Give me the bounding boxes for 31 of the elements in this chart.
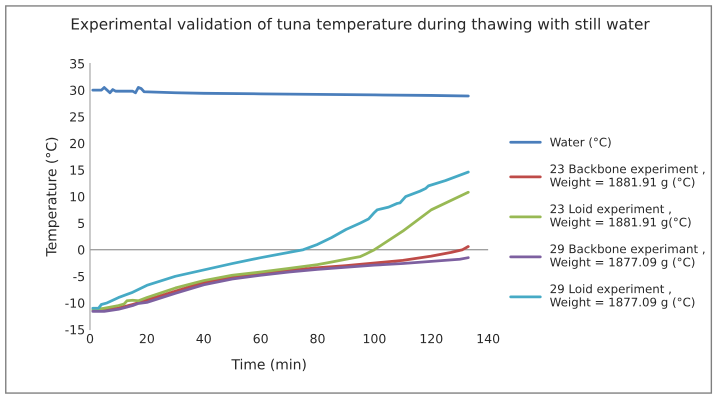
y-tick-label: -10 [65, 298, 84, 308]
x-tick-label: 60 [254, 334, 268, 344]
legend-label: 29 Backbone experimant , Weight = 1877.09 g (°C) [550, 244, 704, 269]
y-axis-title: Temperature (°C) [46, 138, 60, 256]
x-tick-label: 80 [310, 334, 325, 344]
x-tick-label: 20 [140, 334, 154, 344]
y-tick-label: 15 [70, 166, 84, 175]
x-tick-label: 100 [364, 334, 386, 344]
legend-label: 23 Backbone experiment , Weight = 1881.91 g (°C) [550, 164, 704, 189]
y-tick-label: 10 [70, 192, 84, 202]
line-series [91, 86, 470, 98]
x-tick-label: 120 [420, 334, 442, 344]
line-series [91, 190, 470, 312]
y-tick-label: -15 [65, 325, 84, 334]
x-tick-label: 40 [196, 334, 211, 344]
legend-label: Water (°C) [550, 137, 611, 148]
y-tick-label: 20 [70, 138, 84, 148]
x-tick-label: 140 [478, 334, 500, 344]
line-series [91, 170, 470, 310]
x-tick-label: 0 [86, 334, 94, 344]
y-tick-label: 5 [78, 218, 84, 228]
legend-label: 29 Loid experiment , Weight = 1877.09 g (°C) [550, 284, 694, 309]
legend-label: 23 Loid experiment , Weight = 1881.91 g(°C) [550, 204, 691, 229]
chart-title: Experimental validation of tuna temperature during thawing with still water [72, 18, 650, 33]
y-tick-label: -5 [73, 272, 84, 282]
y-tick-label: 0 [78, 245, 84, 255]
y-tick-label: 30 [70, 86, 84, 96]
line-series [91, 256, 470, 313]
y-tick-label: 35 [70, 58, 84, 68]
y-tick-label: 25 [70, 112, 84, 122]
x-axis-title: Time (min) [231, 358, 306, 372]
